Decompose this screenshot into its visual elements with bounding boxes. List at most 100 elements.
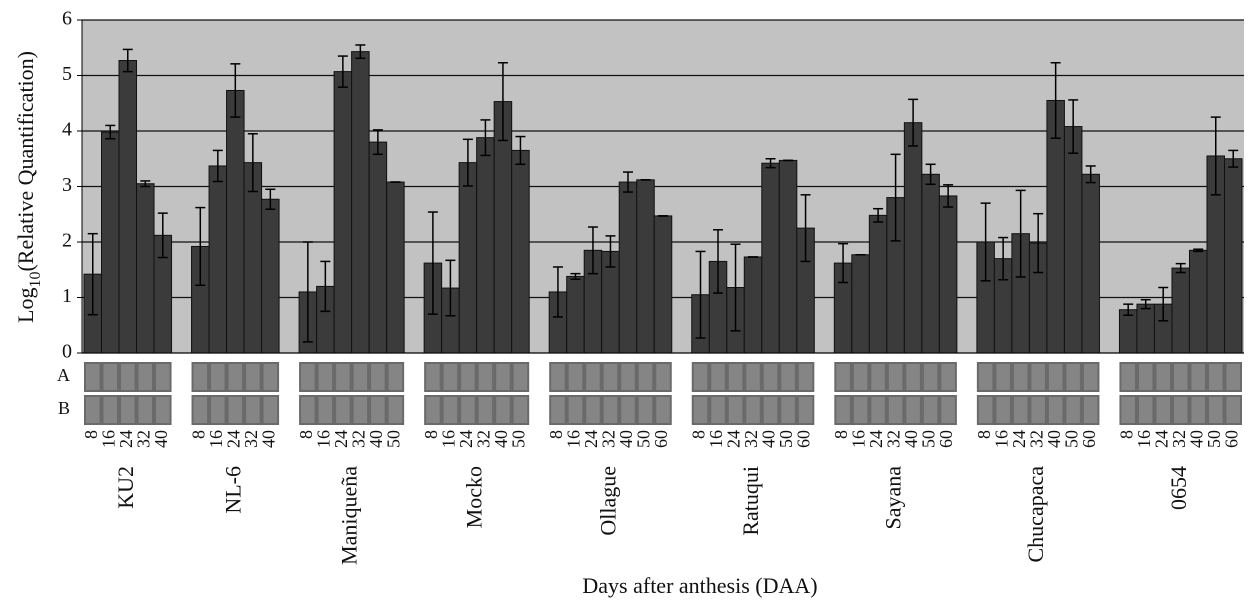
- gel-lane: [569, 364, 583, 390]
- gel-lane: [354, 364, 368, 390]
- y-tick-label: 6: [62, 8, 72, 30]
- gel-lane: [1174, 397, 1188, 423]
- gel-lane: [104, 364, 118, 390]
- gel-lane: [764, 397, 778, 423]
- gel-lane: [729, 364, 743, 390]
- gel-lane: [924, 364, 938, 390]
- gel-lane: [621, 397, 635, 423]
- bar: [744, 257, 762, 353]
- gel-lane: [301, 364, 315, 390]
- gel-lane: [229, 397, 243, 423]
- gel-lane: [694, 397, 708, 423]
- gel-lane: [86, 364, 100, 390]
- gel-lane: [746, 397, 760, 423]
- gel-lane: [1209, 364, 1223, 390]
- bar: [1224, 159, 1242, 353]
- gel-lane: [1066, 397, 1080, 423]
- gel-lane: [551, 397, 565, 423]
- gel-lane: [711, 397, 725, 423]
- gel-lane: [924, 397, 938, 423]
- bar: [477, 138, 495, 353]
- gel-lane: [1049, 364, 1063, 390]
- gel-lane: [246, 397, 260, 423]
- gel-lane: [444, 397, 458, 423]
- gel-lane: [1084, 364, 1098, 390]
- bar: [1082, 174, 1100, 353]
- group-label: NL-6: [220, 466, 245, 514]
- bar: [102, 132, 120, 353]
- x-tick-label: 60: [936, 430, 956, 448]
- gel-lane: [389, 364, 403, 390]
- y-tick-label: 5: [62, 63, 72, 85]
- gel-lane: [264, 364, 278, 390]
- gel-lane: [514, 397, 528, 423]
- bar: [762, 163, 780, 353]
- gel-lane: [426, 364, 440, 390]
- gel-lane: [569, 397, 583, 423]
- y-axis-title: Log10(Relative Quantification): [13, 51, 44, 323]
- gel-lane: [301, 397, 315, 423]
- gel-lane: [871, 397, 885, 423]
- gel-lane: [586, 364, 600, 390]
- y-title-sub: 10: [27, 272, 44, 288]
- gel-lane: [1156, 364, 1170, 390]
- gel-row-label: B: [58, 398, 70, 418]
- gel-lane: [139, 364, 153, 390]
- chart: Days after anthesis (DAA) Log10(Relative…: [0, 0, 1250, 604]
- gel-lane: [1209, 397, 1223, 423]
- gel-lane: [139, 397, 153, 423]
- gel-lane: [604, 364, 618, 390]
- gel-lane: [336, 364, 350, 390]
- gel-lane: [354, 397, 368, 423]
- x-tick-label: 60: [1221, 430, 1241, 448]
- gel-lane: [551, 364, 565, 390]
- gel-lane: [121, 397, 135, 423]
- group-label: Mocko: [462, 466, 487, 528]
- gel-lane: [121, 364, 135, 390]
- gel-lane: [104, 397, 118, 423]
- y-tick-label: 3: [62, 174, 72, 196]
- gel-lane: [86, 397, 100, 423]
- gel-lane: [194, 397, 208, 423]
- group-label: Ratuqui: [738, 466, 763, 536]
- bar: [619, 182, 637, 353]
- gel-lane: [229, 364, 243, 390]
- gel-lane: [1014, 364, 1028, 390]
- gel-lane: [1031, 397, 1045, 423]
- bar: [459, 163, 477, 353]
- bar: [1137, 304, 1155, 353]
- x-tick-label: 50: [509, 430, 529, 448]
- bar: [369, 142, 387, 353]
- gel-lane: [764, 364, 778, 390]
- gel-lane: [694, 364, 708, 390]
- y-title-part: Log: [13, 288, 38, 323]
- gel-lane: [461, 364, 475, 390]
- gel-lane: [1156, 397, 1170, 423]
- gel-strip: [424, 395, 529, 425]
- x-tick-label: 40: [258, 430, 278, 448]
- bar: [869, 215, 887, 353]
- gel-lane: [836, 397, 850, 423]
- bar: [939, 196, 957, 353]
- gel-lane: [906, 364, 920, 390]
- gel-lane: [1226, 364, 1240, 390]
- gel-lane: [656, 397, 670, 423]
- gel-lane: [389, 397, 403, 423]
- group-label: KU2: [113, 466, 138, 509]
- gel-lane: [1066, 364, 1080, 390]
- x-tick-label: 40: [151, 430, 171, 448]
- gel-lane: [371, 364, 385, 390]
- gel-lane: [211, 364, 225, 390]
- gel-lane: [871, 364, 885, 390]
- gel-lane: [1139, 364, 1153, 390]
- gel-lane: [979, 397, 993, 423]
- gel-lane: [889, 397, 903, 423]
- y-tick-label: 4: [62, 119, 72, 141]
- gel-lane: [711, 364, 725, 390]
- gel-lane: [336, 397, 350, 423]
- gel-lane: [156, 364, 170, 390]
- gel-lane: [319, 364, 333, 390]
- bar: [904, 123, 922, 353]
- x-tick-label: 60: [794, 430, 814, 448]
- page: Days after anthesis (DAA) Log10(Relative…: [0, 0, 1250, 604]
